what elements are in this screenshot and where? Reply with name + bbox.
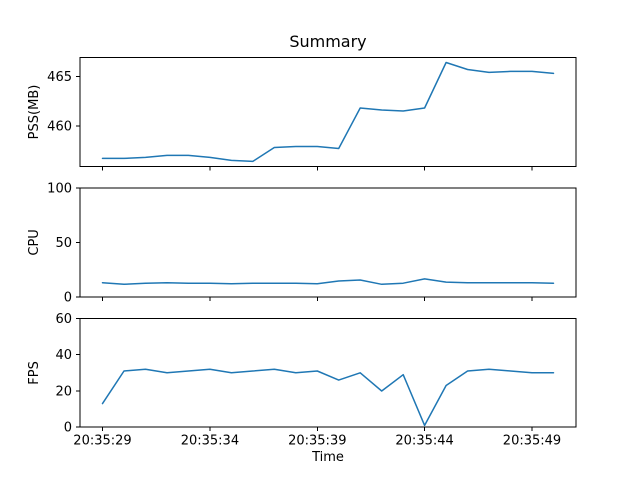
cpu-y-tick-label: 0	[64, 290, 72, 305]
subplots-group: 460 465 PSS(MB) 0 50 100 CPU 0 20 40 60 20:35:29 20:…	[27, 57, 577, 449]
cpu-series-line	[101, 278, 555, 286]
fps-series-line	[101, 368, 555, 427]
x-tick-label: 20:35:39	[288, 434, 346, 449]
pssmb-y-tick-label: 465	[47, 70, 72, 85]
x-axis-label: Time	[311, 450, 344, 465]
pssmb-series-line	[101, 61, 555, 163]
fps-y-axis-label: FPS	[27, 361, 42, 385]
pssmb-y-axis-label: PSS(MB)	[27, 85, 42, 140]
fps-y-tick-label: 20	[55, 385, 72, 400]
fps-y-tick-label: 60	[55, 312, 72, 327]
cpu-y-tick-label: 100	[47, 182, 72, 197]
fps-axes-frame	[79, 318, 577, 428]
pssmb-y-tick-label: 460	[47, 119, 72, 134]
x-tick-label: 20:35:44	[395, 434, 453, 449]
fps-y-tick-label: 40	[55, 348, 72, 363]
chart-title: Summary	[289, 32, 366, 51]
x-tick-label: 20:35:49	[503, 434, 561, 449]
fps-y-tick-label: 0	[64, 421, 72, 436]
x-tick-label: 20:35:34	[181, 434, 239, 449]
x-tick-label: 20:35:29	[73, 434, 131, 449]
cpu-y-tick-label: 50	[55, 236, 72, 251]
pssmb-axes-frame	[79, 57, 577, 167]
cpu-y-axis-label: CPU	[27, 229, 42, 255]
